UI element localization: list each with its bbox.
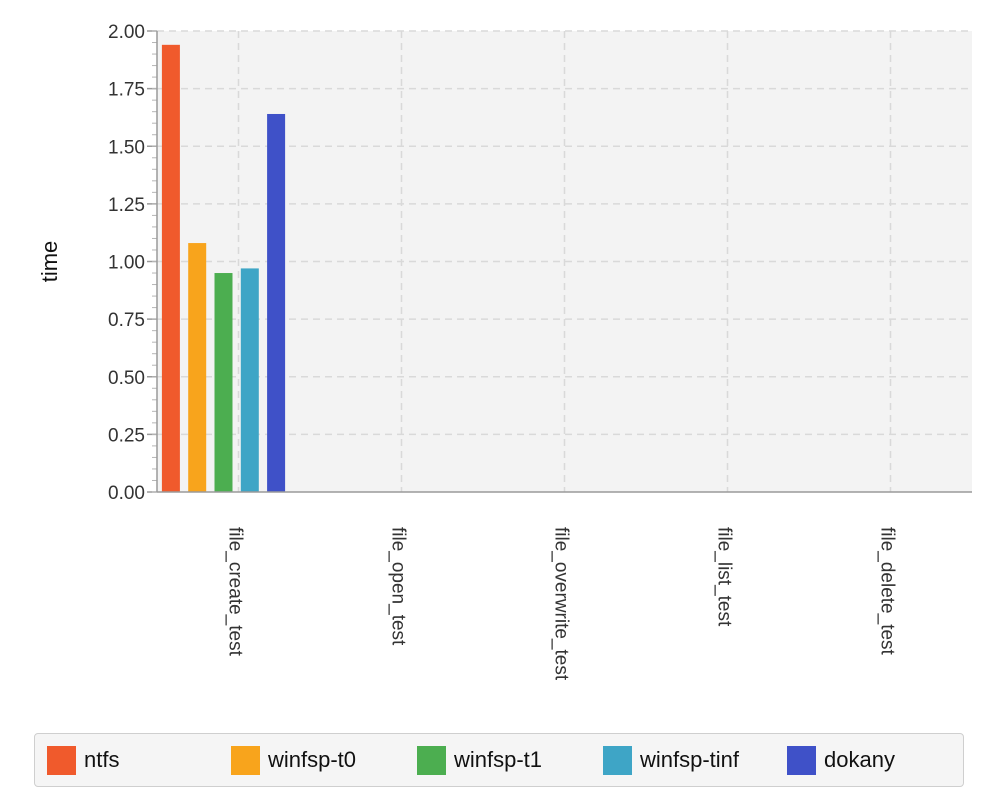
bar-dokany-file_create_test (267, 113, 286, 492)
y-tick-label: 1.75 (108, 80, 145, 101)
legend-label: winfsp-t0 (268, 747, 357, 772)
bar-winfsp-t0-file_create_test (188, 243, 207, 492)
y-tick-label: 1.25 (108, 195, 145, 216)
legend: ntfs winfsp-t0 winfsp-t1 winfsp-tinf dokany (34, 733, 964, 787)
legend-label: winfsp-tinf (640, 747, 740, 772)
legend-label: dokany (824, 747, 895, 772)
legend-item-winfsp-t0: winfsp-t0 (231, 734, 417, 786)
x-category-label: file_create_test (225, 527, 246, 657)
y-tick-label: 0.75 (108, 310, 145, 331)
legend-item-winfsp-tinf: winfsp-tinf (603, 734, 787, 786)
gridlines (157, 30, 972, 492)
y-tick-label: 0.00 (108, 483, 145, 504)
legend-label: ntfs (84, 747, 120, 772)
legend-swatch (787, 745, 816, 775)
y-tick-label: 0.50 (108, 368, 145, 389)
bar-chart: 0.00 0.25 0.50 0.75 1.00 1.25 1.50 1.75 2.00 fil… (37, 22, 972, 681)
legend-item-dokany: dokany (787, 734, 937, 786)
legend-swatch (47, 745, 76, 775)
y-tick-label: 0.25 (108, 425, 145, 446)
y-tick-label: 1.00 (108, 253, 145, 274)
bar-ntfs-file_create_test (161, 44, 180, 493)
legend-label: winfsp-t1 (454, 747, 543, 772)
x-category-label: file_open_test (388, 527, 409, 646)
y-tick-label: 1.50 (108, 137, 145, 158)
x-category-label: file_overwrite_test (551, 527, 572, 681)
bars (161, 44, 286, 493)
y-axis-title: time (37, 241, 62, 283)
axes (147, 30, 972, 493)
x-category-label: file_list_test (714, 527, 735, 627)
legend-swatch (417, 745, 446, 775)
legend-swatch (231, 745, 260, 775)
bar-winfsp-t1-file_create_test (214, 273, 233, 492)
legend-swatch (603, 745, 632, 775)
y-tick-labels: 0.00 0.25 0.50 0.75 1.00 1.25 1.50 1.75 2.00 (108, 22, 145, 504)
legend-item-winfsp-t1: winfsp-t1 (417, 734, 603, 786)
x-category-labels: file_create_test file_open_test file_overw… (225, 527, 898, 681)
y-tick-label: 2.00 (108, 22, 145, 43)
bar-winfsp-tinf-file_create_test (240, 268, 259, 492)
x-category-label: file_delete_test (877, 527, 898, 656)
legend-item-ntfs: ntfs (47, 734, 231, 786)
